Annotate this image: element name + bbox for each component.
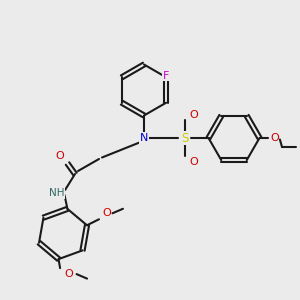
Text: O: O <box>65 269 74 279</box>
Text: O: O <box>102 208 111 218</box>
Text: O: O <box>190 157 199 167</box>
Text: S: S <box>181 131 188 145</box>
Text: O: O <box>190 110 199 121</box>
Text: O: O <box>56 151 64 161</box>
Text: N: N <box>140 133 148 143</box>
Text: F: F <box>163 71 169 81</box>
Text: NH: NH <box>49 188 65 199</box>
Text: O: O <box>270 133 279 143</box>
